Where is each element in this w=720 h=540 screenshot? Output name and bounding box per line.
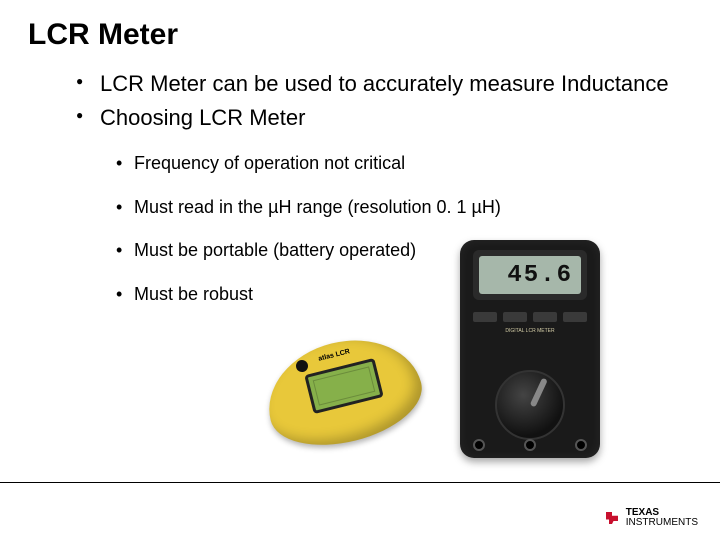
ti-icon xyxy=(603,509,621,527)
meter2-jacks xyxy=(473,439,587,451)
main-bullet-list: LCR Meter can be used to accurately meas… xyxy=(28,70,692,131)
jack-icon xyxy=(575,439,587,451)
meter2-lcd: 45.6 xyxy=(479,256,581,294)
slide: LCR Meter LCR Meter can be used to accur… xyxy=(0,0,720,540)
meter2-small-button xyxy=(533,312,557,322)
list-item: Must read in the µH range (resolution 0.… xyxy=(116,197,692,219)
meter2-small-button xyxy=(503,312,527,322)
list-item: Must be robust xyxy=(116,284,692,306)
list-item: Choosing LCR Meter xyxy=(76,104,692,132)
ti-line2: INSTRUMENTS xyxy=(626,517,698,528)
list-item: Must be portable (battery operated) xyxy=(116,240,692,262)
page-title: LCR Meter xyxy=(28,18,692,52)
ti-brand-text: TEXAS INSTRUMENTS xyxy=(626,508,698,528)
list-item: Frequency of operation not critical xyxy=(116,153,692,175)
jack-icon xyxy=(473,439,485,451)
meter2-image: 45.6 DIGITAL LCR METER xyxy=(455,232,605,467)
meter2-small-button xyxy=(473,312,497,322)
ti-logo: TEXAS INSTRUMENTS xyxy=(603,508,698,528)
meter2-mid-text: DIGITAL LCR METER xyxy=(473,328,587,335)
meter2-small-button xyxy=(563,312,587,322)
list-item: LCR Meter can be used to accurately meas… xyxy=(76,70,692,98)
meter2-dial xyxy=(495,370,565,440)
jack-icon xyxy=(524,439,536,451)
meter1-image: atlas LCR xyxy=(260,330,430,460)
footer: TEXAS INSTRUMENTS xyxy=(0,482,720,540)
meter2-reading: 45.6 xyxy=(507,262,573,289)
